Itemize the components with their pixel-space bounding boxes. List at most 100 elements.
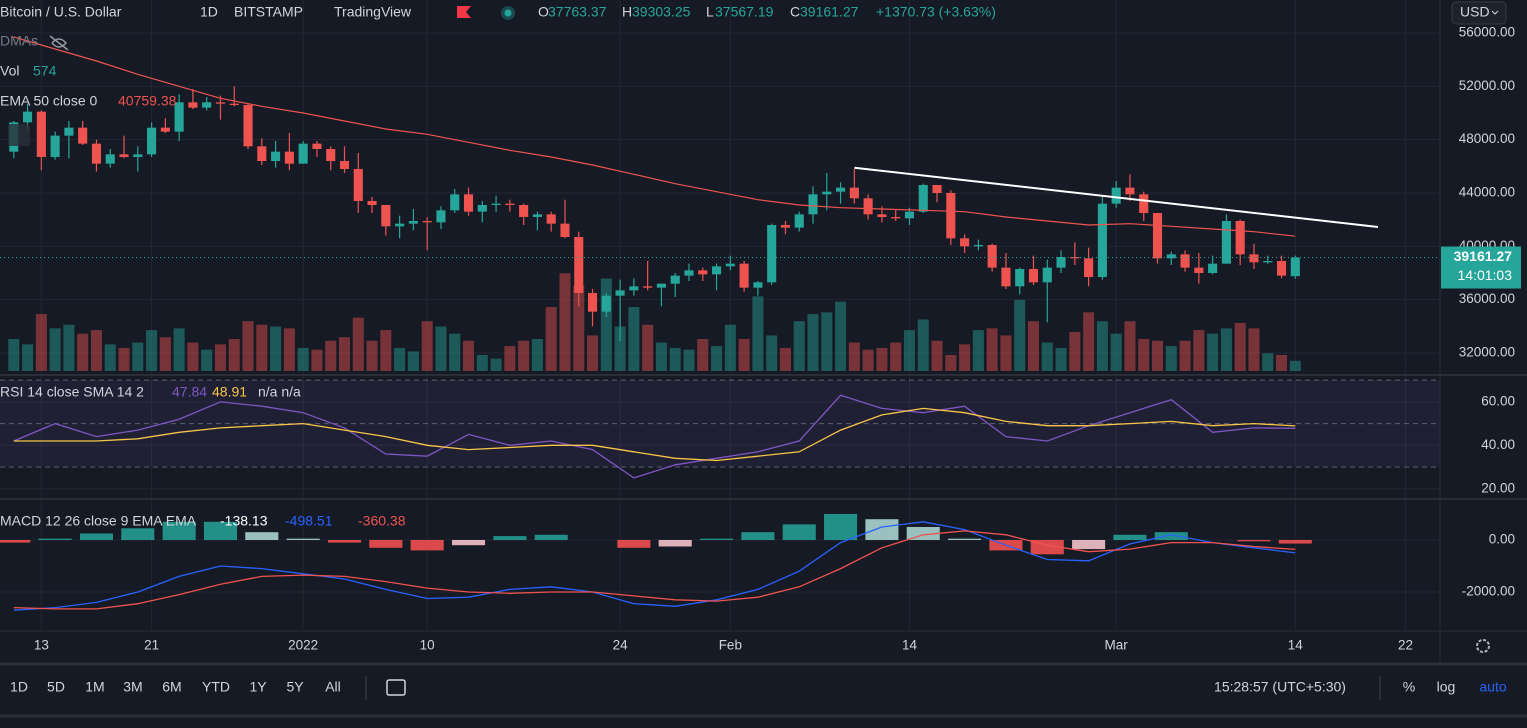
clock: 15:28:57 (UTC+5:30) — [1214, 679, 1346, 695]
candle-body — [780, 225, 791, 228]
y-tick-label: 56000.00 — [1459, 25, 1515, 40]
ohlc-value: 39303.25 — [632, 4, 691, 20]
volume-bar — [862, 349, 874, 371]
candle-body — [326, 149, 336, 161]
date-range-icon[interactable] — [386, 679, 406, 696]
volume-bar — [173, 328, 185, 371]
volume-bar — [463, 340, 475, 371]
candle-body — [1001, 267, 1011, 287]
ohlc-key: H — [622, 4, 632, 20]
volume-bar — [201, 349, 213, 371]
macd-histogram-bar — [162, 521, 196, 540]
hidden-icon[interactable] — [49, 35, 69, 51]
last-price-box — [1441, 246, 1521, 289]
macd-histogram-bar — [1237, 539, 1271, 542]
scale-button[interactable]: % — [1403, 679, 1415, 695]
range-button[interactable]: 5D — [47, 679, 65, 695]
volume-bar — [449, 333, 461, 371]
candle-body — [174, 102, 184, 132]
candle-body — [836, 187, 846, 192]
candle-body — [1125, 187, 1135, 195]
macd-histogram-bar — [534, 534, 568, 540]
candle-body — [298, 143, 308, 164]
volume-bar — [311, 349, 323, 371]
candle-body — [932, 185, 942, 193]
candle-body — [712, 266, 722, 275]
candle-body — [546, 214, 556, 224]
candle-body — [643, 286, 653, 288]
volume-bar — [711, 346, 723, 371]
range-button[interactable]: 1M — [85, 679, 104, 695]
collapse-button[interactable] — [8, 124, 30, 146]
candle-body — [133, 154, 143, 157]
candle-body — [1139, 194, 1149, 213]
macd-histogram-bar — [741, 532, 775, 540]
candle-body — [1249, 254, 1259, 263]
y-tick-label: 48000.00 — [1459, 131, 1515, 146]
source: TradingView — [334, 4, 412, 20]
range-button[interactable]: YTD — [202, 679, 230, 695]
scale-button[interactable]: auto — [1479, 679, 1506, 695]
volume-bar — [559, 273, 571, 371]
candle-body — [615, 290, 625, 296]
candle-body — [36, 111, 46, 157]
trend-line — [854, 166, 1379, 228]
volume-bar — [766, 335, 778, 371]
currency-button[interactable] — [1451, 1, 1507, 25]
x-tick-label: 2022 — [288, 638, 318, 653]
range-button[interactable]: All — [325, 679, 341, 695]
range-button[interactable]: 1D — [10, 679, 28, 695]
volume-bar — [655, 342, 667, 371]
range-button[interactable]: 5Y — [286, 679, 304, 695]
volume-bar — [1220, 328, 1232, 371]
flag-icon[interactable] — [457, 6, 471, 18]
toolbar: 1D 5D 1M 3M 6M YTD 1Y 5Y All% log auto — [10, 679, 1507, 695]
ohlc-key: C — [790, 4, 800, 20]
macd-histogram-bar — [327, 539, 362, 543]
chevron — [1491, 10, 1499, 15]
volume-bar — [1069, 331, 1081, 371]
y-tick-label: 44000.00 — [1459, 185, 1515, 200]
volume-bar — [214, 344, 226, 371]
candle-body — [1056, 257, 1066, 268]
candle-body — [257, 146, 267, 161]
macd-histogram-bar — [451, 539, 486, 546]
volume-bar — [77, 333, 89, 371]
plots — [0, 36, 1440, 611]
volume-bar — [573, 285, 585, 371]
range-button[interactable]: 1Y — [249, 679, 267, 695]
volume-bar — [600, 278, 612, 371]
candle-body — [188, 102, 198, 108]
y-tick-label: -2000.00 — [1462, 584, 1515, 599]
volume-bar — [380, 330, 392, 371]
volume-bar — [504, 346, 516, 371]
candle-body — [463, 194, 474, 212]
macd-histogram-bar — [617, 539, 651, 548]
range-button[interactable]: 3M — [123, 679, 142, 695]
currency[interactable]: USD — [1460, 4, 1490, 20]
range-button[interactable]: 6M — [162, 679, 181, 695]
macd-line — [13, 530, 1296, 610]
ohlc-value: 37763.37 — [548, 4, 607, 20]
volume-bar — [1014, 299, 1026, 371]
volume-bar — [90, 330, 102, 371]
y-tick-label: 60.00 — [1481, 393, 1515, 408]
volume-bar — [931, 340, 943, 371]
volume-bar — [959, 344, 971, 371]
scale-button[interactable]: log — [1437, 679, 1456, 695]
legend-ema: EMA 50 close 0 — [0, 93, 97, 109]
ohlc-value: 37567.19 — [715, 4, 774, 20]
legend-ema-value: 40759.38 — [118, 93, 177, 109]
candle-body — [78, 127, 88, 144]
volume-bar — [490, 358, 502, 371]
macd-value: -498.51 — [285, 513, 333, 529]
candle-body — [312, 143, 322, 149]
settings-icon[interactable] — [1476, 639, 1490, 653]
volume-bar — [1152, 340, 1164, 371]
candle-body — [491, 203, 501, 205]
volume-bar — [697, 339, 709, 371]
volume-bar — [159, 337, 171, 371]
candle-body — [271, 151, 281, 161]
candle-body — [891, 217, 901, 219]
